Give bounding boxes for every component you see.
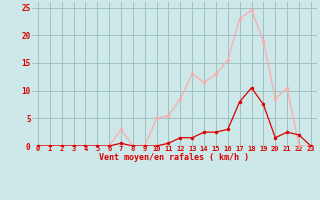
- X-axis label: Vent moyen/en rafales ( km/h ): Vent moyen/en rafales ( km/h ): [100, 153, 249, 162]
